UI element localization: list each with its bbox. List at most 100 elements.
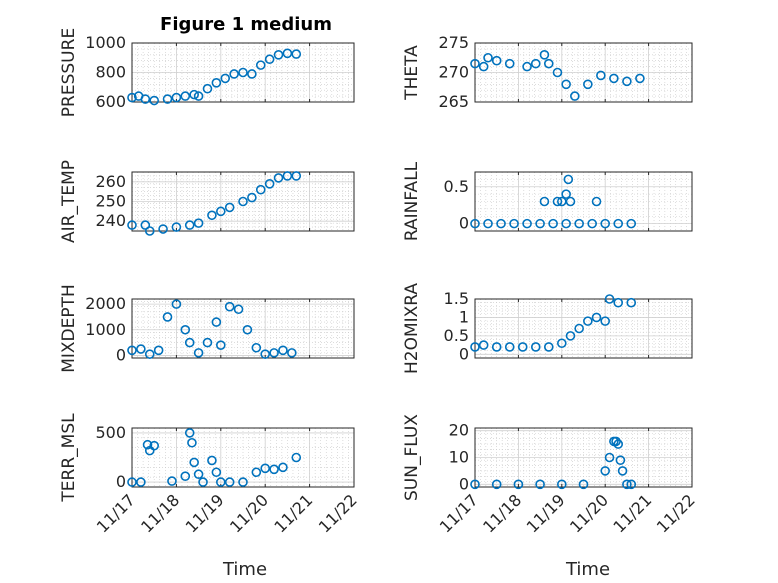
data-point: [539, 196, 550, 207]
y-tick-label: 265: [438, 92, 469, 111]
data-point: [543, 58, 554, 69]
data-point: [153, 345, 164, 356]
y-tick-label: 1.5: [444, 289, 469, 308]
data-point: [561, 218, 571, 229]
data-point: [238, 67, 248, 78]
axes-frame: [474, 298, 693, 359]
data-point: [207, 210, 217, 221]
data-point: [202, 337, 213, 348]
data-point: [238, 196, 248, 207]
data-point: [596, 70, 606, 81]
y-axis-label: TERR_MSL: [59, 413, 79, 503]
data-point: [220, 73, 231, 84]
data-point: [535, 218, 545, 229]
data-point: [626, 479, 637, 490]
data-point: [247, 69, 257, 79]
data-point: [211, 78, 222, 88]
data-point: [522, 61, 532, 72]
data-point: [478, 61, 489, 72]
data-point: [149, 95, 159, 106]
data-point: [626, 297, 637, 308]
data-point: [216, 477, 226, 487]
y-tick-label: 260: [95, 172, 126, 191]
x-tick-label: 11/20: [566, 490, 612, 536]
data-point: [278, 462, 288, 473]
data-point: [522, 218, 532, 229]
data-point: [635, 73, 645, 84]
data-point: [255, 184, 266, 195]
subplot-1: 600 800 1000 PRESSURE: [59, 28, 355, 117]
data-point: [583, 316, 593, 326]
data-point: [565, 331, 576, 341]
data-point: [574, 218, 584, 229]
x-tick-label: 11/18: [137, 490, 183, 536]
y-tick-label: 1: [459, 307, 469, 326]
data-point: [583, 79, 593, 90]
y-tick-label: 0: [459, 214, 469, 233]
data-point: [470, 479, 480, 490]
data-point: [504, 58, 515, 69]
data-point: [193, 469, 204, 480]
data-point: [171, 222, 182, 232]
data-point: [478, 340, 489, 350]
data-point: [189, 457, 199, 468]
data-point: [470, 218, 480, 229]
data-point: [556, 479, 567, 490]
data-point: [158, 224, 168, 234]
data-point: [613, 297, 624, 308]
data-point: [535, 479, 545, 490]
data-point: [269, 348, 279, 358]
x-axis-label-right: Time: [565, 559, 610, 580]
data-point: [211, 317, 222, 327]
axes-frame: [474, 42, 693, 103]
data-point: [496, 218, 506, 229]
axes-frame: [131, 427, 355, 488]
data-point: [136, 477, 146, 487]
y-axis-label: MIXDEPTH: [59, 284, 79, 373]
data-point: [224, 202, 235, 213]
data-point: [504, 342, 515, 352]
data-point: [552, 67, 563, 78]
data-point: [260, 463, 271, 474]
y-axis-label: H2OMIXRA: [402, 283, 422, 374]
data-point: [517, 342, 528, 352]
x-tick-label: 11/22: [653, 490, 699, 536]
data-point: [530, 58, 541, 69]
data-point: [127, 477, 137, 487]
x-tick-label: 11/21: [609, 490, 655, 536]
y-tick-label: 10: [449, 448, 469, 467]
data-point: [561, 189, 571, 199]
data-point: [162, 312, 173, 322]
data-point: [591, 196, 602, 207]
y-tick-label: 1000: [85, 33, 126, 52]
data-point: [127, 92, 137, 103]
data-point: [247, 192, 257, 203]
data-point: [211, 467, 222, 478]
data-point: [273, 173, 284, 183]
data-point: [264, 54, 275, 65]
data-point: [207, 455, 217, 466]
axes-frame: [131, 298, 355, 359]
data-point: [600, 466, 611, 476]
data-point: [189, 89, 199, 100]
data-point: [184, 220, 195, 230]
data-point: [278, 345, 288, 356]
data-point: [617, 466, 628, 476]
data-point: [543, 342, 554, 352]
data-point: [513, 479, 524, 490]
data-point: [622, 479, 632, 490]
y-tick-label: 800: [95, 63, 126, 82]
x-tick-label: 11/17: [93, 490, 139, 536]
data-point: [136, 344, 146, 354]
data-point: [251, 342, 262, 353]
data-point: [556, 338, 567, 349]
subplot-4: 0 0.5 RAINFALL: [402, 161, 693, 241]
data-point: [483, 52, 493, 63]
data-point: [216, 340, 226, 350]
data-point: [609, 73, 619, 84]
data-point: [187, 437, 197, 448]
data-point: [565, 196, 576, 207]
data-point: [193, 348, 204, 358]
